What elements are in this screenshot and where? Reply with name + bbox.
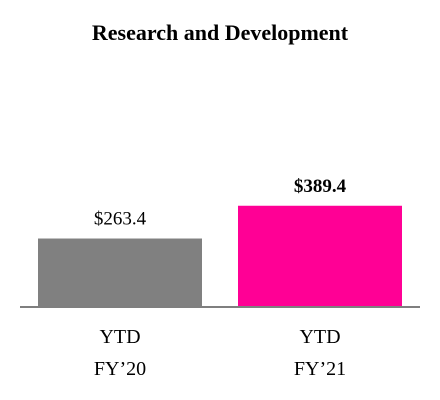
chart-title: Research and Development (92, 20, 349, 45)
bar-2 (238, 205, 402, 307)
category-label-2-line1: YTD (299, 326, 340, 348)
value-label-2: $389.4 (294, 176, 347, 197)
category-label-1-line1: YTD (99, 326, 140, 348)
category-label-2-line2: FY’21 (294, 358, 346, 380)
value-label-1: $263.4 (94, 209, 147, 230)
bar-1 (38, 238, 202, 307)
labels-layer: $263.4 YTD FY’20 $389.4 YTD FY’21 (94, 176, 347, 380)
bars-layer (38, 205, 402, 307)
category-label-1-line2: FY’20 (94, 358, 146, 380)
